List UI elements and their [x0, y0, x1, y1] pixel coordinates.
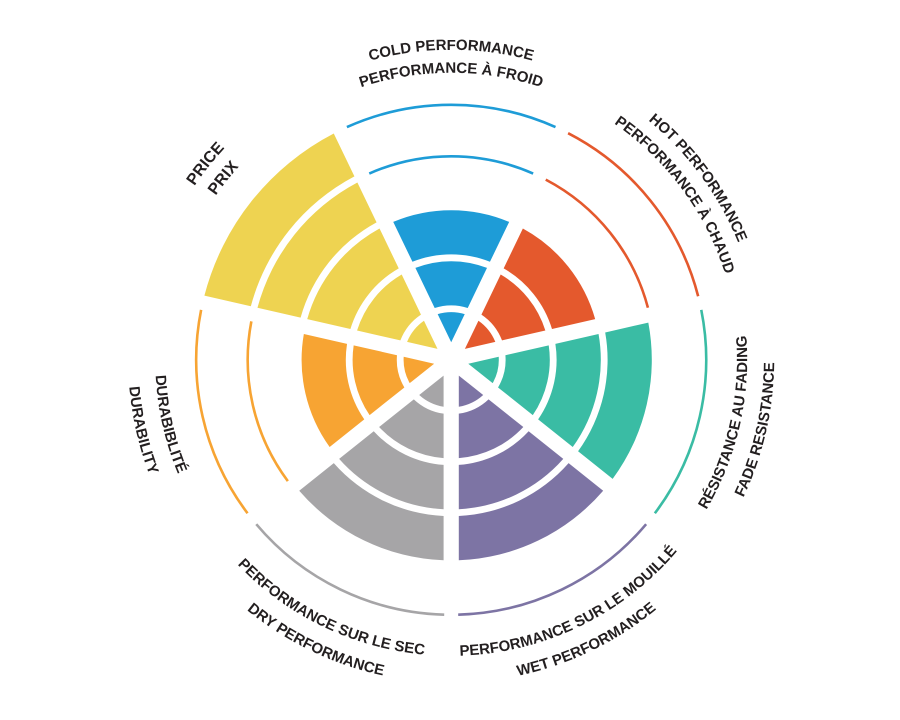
- svg-text:HOT PERFORMANCE: HOT PERFORMANCE: [646, 110, 751, 244]
- svg-text:PERFORMANCE À FROID: PERFORMANCE À FROID: [357, 60, 545, 91]
